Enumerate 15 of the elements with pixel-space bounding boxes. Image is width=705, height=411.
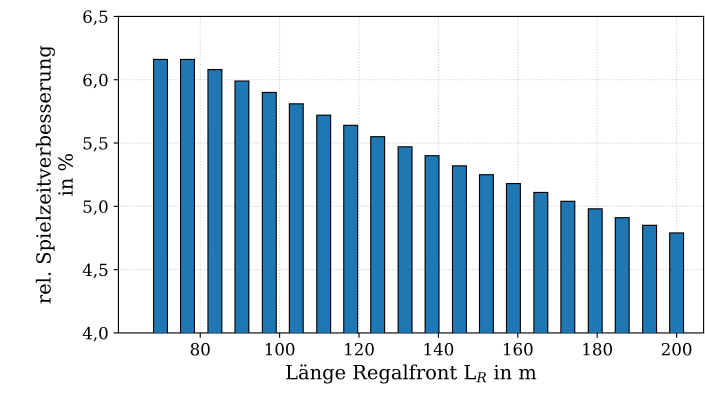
x-axis-title: Länge Regalfront L$_{R}$ in m — [286, 364, 536, 384]
x-tick-label: 200 — [662, 342, 692, 356]
x-tick-label: 180 — [583, 342, 612, 356]
y-axis-title: rel. Spielzeitverbesserung in % — [36, 46, 73, 304]
x-tick-label: 80 — [190, 342, 210, 356]
y-tick-label: 6,5 — [83, 10, 108, 26]
x-tick-label: 140 — [424, 342, 454, 356]
x-tick-label: 120 — [345, 342, 374, 356]
y-tick-label: 5,5 — [84, 137, 108, 152]
x-tick-label: 160 — [504, 342, 533, 356]
y-tick-label: 5,0 — [84, 200, 108, 215]
y-tick-label: 6,0 — [83, 74, 108, 88]
y-tick-label: 4,0 — [82, 326, 108, 342]
x-tick-label: 100 — [266, 342, 294, 356]
y-tick-label: 4,5 — [82, 264, 108, 278]
